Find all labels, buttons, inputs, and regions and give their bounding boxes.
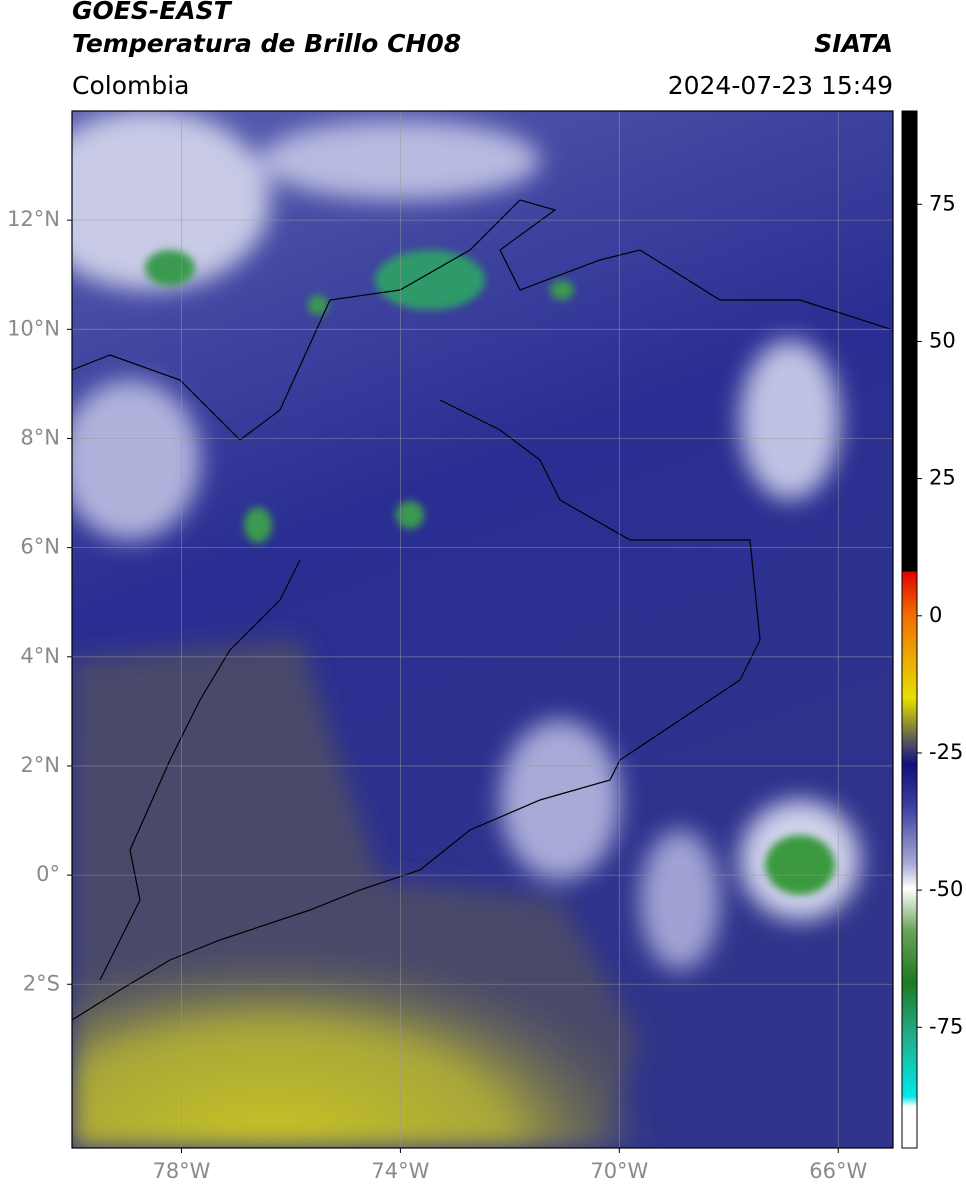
lat-tick-label: 10°N [7, 316, 60, 340]
satellite-image [72, 111, 893, 1148]
datetime: 2024-07-23 15:49 [668, 71, 893, 100]
colorbar-tick-label: -75 [929, 1014, 963, 1038]
colorbar [901, 110, 918, 1149]
lat-tick-label: 8°N [20, 425, 60, 449]
map-frame [71, 110, 894, 1149]
lat-tick-label: 0° [36, 862, 60, 886]
colorbar-tick-label: 25 [929, 466, 956, 490]
colorbar-tick-label: -25 [929, 740, 963, 764]
lat-tick-label: 12°N [7, 207, 60, 231]
lat-tick-label: 4°N [20, 644, 60, 668]
lat-tick-label: 2°N [20, 753, 60, 777]
source: SIATA [814, 29, 893, 58]
lat-tick-label: 2°S [23, 971, 60, 995]
region: Colombia [72, 71, 189, 100]
colorbar-tick-label: 0 [929, 603, 942, 627]
title: GOES-EAST [72, 0, 233, 25]
lon-tick-label: 70°W [590, 1159, 648, 1183]
colorbar-tick-label: 75 [929, 191, 956, 215]
lon-tick-label: 66°W [809, 1159, 867, 1183]
colorbar-tick-label: 50 [929, 328, 956, 352]
colorbar-tick-label: -50 [929, 877, 963, 901]
lat-tick-label: 6°N [20, 535, 60, 559]
subtitle: Temperatura de Brillo CH08 [72, 29, 461, 58]
lon-tick-label: 74°W [371, 1159, 429, 1183]
lon-tick-label: 78°W [152, 1159, 210, 1183]
